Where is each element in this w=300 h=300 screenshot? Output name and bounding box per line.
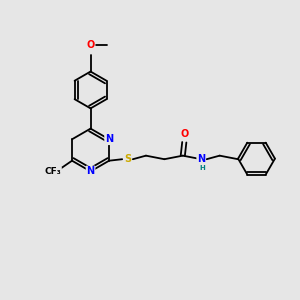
Text: O: O (86, 40, 95, 50)
Text: N: N (86, 167, 94, 176)
Text: O: O (180, 129, 188, 139)
Text: S: S (124, 154, 131, 164)
Text: H: H (199, 164, 205, 170)
Text: N: N (105, 134, 113, 144)
Text: CF₃: CF₃ (44, 167, 61, 176)
Text: N: N (197, 154, 205, 164)
